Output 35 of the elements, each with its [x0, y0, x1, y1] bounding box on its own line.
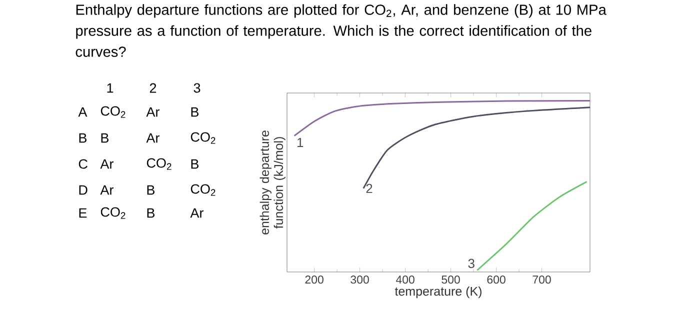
x-tick-label: 300 — [350, 276, 369, 284]
series-label: 3 — [468, 258, 474, 268]
text: B — [191, 107, 199, 117]
text: B — [147, 208, 155, 218]
x-tick-label: 500 — [442, 276, 460, 284]
text: D — [79, 185, 88, 195]
text: Ar — [146, 133, 160, 143]
text: Ar — [100, 185, 114, 195]
text: Ar — [190, 208, 204, 218]
x-tick-label: 400 — [396, 276, 414, 284]
x-tick-label: 700 — [532, 276, 551, 284]
text: 3 — [194, 83, 200, 93]
text: CO$_{2}$ — [190, 184, 216, 196]
series-label: 2 — [366, 184, 372, 193]
series-label: 1 — [297, 138, 304, 147]
text: 2 — [150, 83, 156, 93]
text: B — [79, 133, 87, 143]
text: Ar — [146, 107, 160, 117]
text: B — [101, 133, 109, 143]
text: 1 — [107, 83, 114, 93]
chart-title: Enthalpy departure functions are plotted for CO$_{2}$, Ar, and benzene (B) at 10 MPa pressure as a function of temperature. Which is the correct identification of the curves? — [76, 4, 606, 57]
text: CO$_{2}$ — [100, 207, 126, 219]
x-tick-label: 200 — [305, 276, 324, 284]
text: CO$_{2}$ — [190, 132, 216, 144]
x-axis-title: temperature (K) — [394, 286, 482, 298]
text: CO$_{2}$ — [100, 106, 126, 118]
text: E — [79, 208, 87, 218]
text: Ar — [100, 159, 114, 169]
y-axis-title: enthalpy departure function (kJ/mol) — [260, 130, 286, 234]
text: B — [191, 159, 199, 169]
text: C — [78, 159, 88, 169]
text: B — [147, 185, 155, 195]
text: A — [78, 107, 88, 117]
x-tick-label: 600 — [487, 276, 506, 284]
text: CO$_{2}$ — [146, 158, 172, 170]
